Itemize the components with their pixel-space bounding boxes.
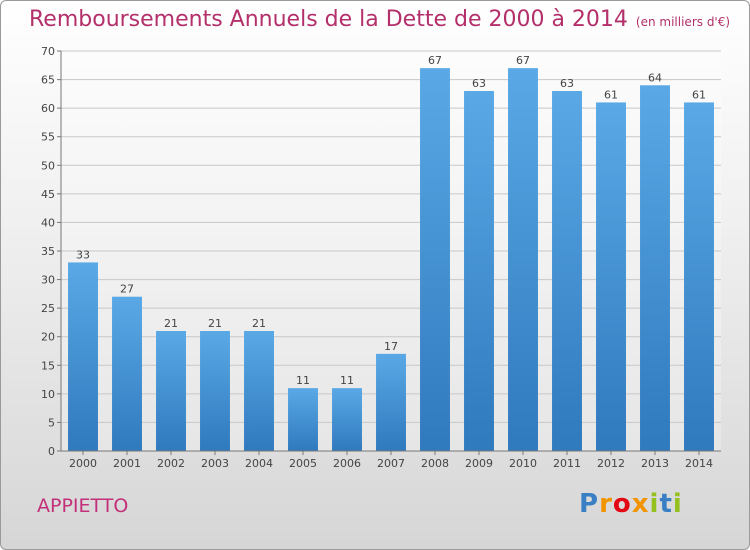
- bar-value-label: 67: [428, 54, 442, 67]
- bar-value-label: 64: [648, 71, 662, 84]
- y-tick-label: 45: [41, 188, 55, 201]
- x-tick-label: 2007: [377, 457, 405, 470]
- x-tick-label: 2014: [685, 457, 713, 470]
- bar-value-label: 61: [604, 88, 618, 101]
- logo-letter: i: [649, 489, 660, 519]
- bar: [420, 68, 450, 452]
- x-tick-label: 2001: [113, 457, 141, 470]
- bar: [156, 331, 186, 451]
- y-tick-label: 60: [41, 102, 55, 115]
- y-tick-label: 5: [48, 416, 55, 429]
- x-tick-label: 2003: [201, 457, 229, 470]
- y-tick-label: 55: [41, 131, 55, 144]
- x-tick-label: 2002: [157, 457, 185, 470]
- x-tick-label: 2008: [421, 457, 449, 470]
- proxiti-logo: Proxiti: [579, 489, 683, 519]
- x-tick-label: 2010: [509, 457, 537, 470]
- bar: [640, 85, 670, 452]
- logo-letter: i: [672, 489, 683, 519]
- bar: [552, 91, 582, 451]
- x-axis: 2000 2001 2002 2003 2004 2005 2006 2007 2008 2009…: [69, 451, 713, 470]
- bar-value-label: 63: [472, 77, 486, 90]
- y-tick-label: 20: [41, 331, 55, 344]
- bar: [684, 102, 714, 451]
- bar: [464, 91, 494, 451]
- x-tick-label: 2012: [597, 457, 625, 470]
- logo-letter: o: [612, 489, 632, 519]
- bar-value-label: 11: [340, 374, 354, 387]
- y-tick-label: 70: [41, 45, 55, 58]
- bar-value-label: 61: [692, 88, 706, 101]
- logo-letter: t: [659, 489, 673, 519]
- bar-value-label: 21: [164, 317, 178, 330]
- logo-letter: x: [631, 489, 650, 519]
- bar-value-label: 63: [560, 77, 574, 90]
- bar-value-label: 27: [120, 283, 134, 296]
- bar-value-label: 11: [296, 374, 310, 387]
- bar: [332, 388, 362, 451]
- x-tick-label: 2013: [641, 457, 669, 470]
- y-tick-label: 50: [41, 159, 55, 172]
- bar-value-label: 33: [76, 248, 90, 261]
- y-tick-label: 40: [41, 216, 55, 229]
- x-tick-label: 2005: [289, 457, 317, 470]
- chart-title-text: Remboursements Annuels de la Dette de 20…: [29, 7, 628, 32]
- bars: 33 27 21 21 21 11 11 17 67 63 67 63 61 64 61: [68, 54, 714, 452]
- bar: [68, 262, 98, 451]
- bar: [376, 353, 406, 451]
- chart-subtitle: (en milliers d'€): [635, 15, 731, 29]
- logo-letter: P: [579, 489, 600, 519]
- y-tick-label: 25: [41, 302, 55, 315]
- y-tick-label: 0: [48, 445, 55, 458]
- y-axis: 0 5 10 15 20 25 30 35 40 45 50 55 60 65 70: [41, 45, 61, 458]
- x-tick-label: 2000: [69, 457, 97, 470]
- x-tick-label: 2011: [553, 457, 581, 470]
- bar: [596, 102, 626, 451]
- bar: [288, 388, 318, 451]
- x-tick-label: 2009: [465, 457, 493, 470]
- bar-value-label: 67: [516, 54, 530, 67]
- x-tick-label: 2006: [333, 457, 361, 470]
- y-tick-label: 65: [41, 74, 55, 87]
- y-tick-label: 15: [41, 359, 55, 372]
- y-tick-label: 35: [41, 245, 55, 258]
- y-tick-label: 10: [41, 388, 55, 401]
- bar-value-label: 21: [208, 317, 222, 330]
- logo-letter: r: [599, 489, 613, 519]
- y-tick-label: 30: [41, 274, 55, 287]
- bar: [508, 68, 538, 452]
- bar: [200, 331, 230, 451]
- bar: [112, 296, 142, 451]
- bar-value-label: 17: [384, 340, 398, 353]
- x-tick-label: 2004: [245, 457, 273, 470]
- commune-name: APPIETTO: [37, 495, 129, 517]
- chart-title: Remboursements Annuels de la Dette de 20…: [29, 7, 730, 32]
- bar: [244, 331, 274, 451]
- bar-value-label: 21: [252, 317, 266, 330]
